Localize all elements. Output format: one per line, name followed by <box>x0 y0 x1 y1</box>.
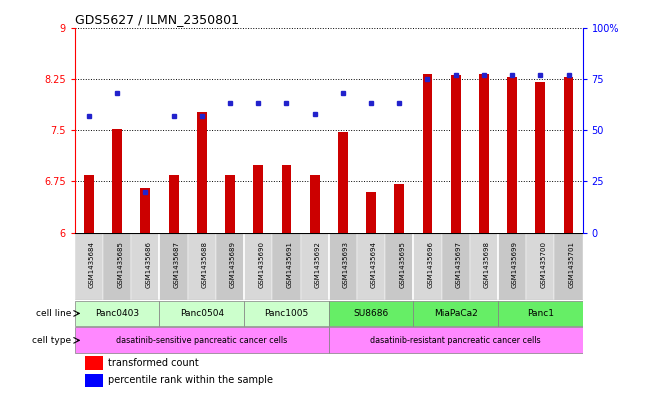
Text: transformed count: transformed count <box>108 358 199 368</box>
Bar <box>498 233 526 300</box>
Text: GSM1435689: GSM1435689 <box>230 241 236 288</box>
Bar <box>329 233 357 300</box>
Bar <box>555 233 583 300</box>
Text: GSM1435701: GSM1435701 <box>568 241 575 288</box>
Bar <box>84 174 94 233</box>
Text: GSM1435695: GSM1435695 <box>399 241 406 288</box>
Bar <box>244 301 329 326</box>
Text: MiaPaCa2: MiaPaCa2 <box>434 309 478 318</box>
Bar <box>385 233 413 300</box>
Bar <box>281 165 292 233</box>
Bar <box>535 82 546 233</box>
Bar <box>197 112 207 233</box>
Text: GSM1435696: GSM1435696 <box>428 241 434 288</box>
Text: GSM1435686: GSM1435686 <box>145 241 152 288</box>
Bar <box>450 75 461 233</box>
Text: Panc0504: Panc0504 <box>180 309 224 318</box>
Bar <box>329 327 583 353</box>
Text: Panc0403: Panc0403 <box>95 309 139 318</box>
Text: GSM1435688: GSM1435688 <box>202 241 208 288</box>
Bar <box>85 374 103 387</box>
Text: percentile rank within the sample: percentile rank within the sample <box>108 375 273 385</box>
Bar <box>413 301 498 326</box>
Bar <box>187 233 216 300</box>
Text: GSM1435685: GSM1435685 <box>117 241 123 288</box>
Bar <box>112 129 122 233</box>
Bar <box>413 233 441 300</box>
Bar <box>441 233 470 300</box>
Bar <box>75 327 329 353</box>
Bar <box>169 175 178 233</box>
Text: dasatinib-sensitive pancreatic cancer cells: dasatinib-sensitive pancreatic cancer ce… <box>116 336 288 345</box>
Bar <box>366 192 376 233</box>
Text: GSM1435697: GSM1435697 <box>456 241 462 288</box>
Bar <box>507 77 517 233</box>
Text: GSM1435693: GSM1435693 <box>343 241 349 288</box>
Text: SU8686: SU8686 <box>353 309 389 318</box>
Bar <box>75 233 103 300</box>
Text: GSM1435692: GSM1435692 <box>314 241 321 288</box>
Text: cell line: cell line <box>36 309 72 318</box>
Bar <box>564 77 574 233</box>
Bar <box>526 233 555 300</box>
Bar <box>85 356 103 370</box>
Text: GSM1435699: GSM1435699 <box>512 241 518 288</box>
Text: GSM1435690: GSM1435690 <box>258 241 264 288</box>
Bar <box>159 301 244 326</box>
Bar <box>103 233 132 300</box>
Text: GSM1435691: GSM1435691 <box>286 241 292 288</box>
Bar <box>498 301 583 326</box>
Bar <box>301 233 329 300</box>
Text: cell type: cell type <box>33 336 72 345</box>
Text: GDS5627 / ILMN_2350801: GDS5627 / ILMN_2350801 <box>75 13 239 26</box>
Bar <box>310 175 320 233</box>
Bar <box>272 233 301 300</box>
Bar <box>216 233 244 300</box>
Bar <box>244 233 272 300</box>
Text: dasatinib-resistant pancreatic cancer cells: dasatinib-resistant pancreatic cancer ce… <box>370 336 541 345</box>
Bar <box>470 233 498 300</box>
Text: GSM1435698: GSM1435698 <box>484 241 490 288</box>
Bar <box>141 188 150 233</box>
Text: GSM1435694: GSM1435694 <box>371 241 377 288</box>
Bar <box>329 301 413 326</box>
Text: GSM1435684: GSM1435684 <box>89 241 95 288</box>
Bar <box>422 74 432 233</box>
Bar <box>479 74 489 233</box>
Bar <box>75 301 159 326</box>
Text: GSM1435687: GSM1435687 <box>174 241 180 288</box>
Bar <box>357 233 385 300</box>
Bar <box>159 233 187 300</box>
Bar <box>253 165 263 233</box>
Bar <box>225 174 235 233</box>
Text: GSM1435700: GSM1435700 <box>540 241 546 288</box>
Bar <box>395 184 404 233</box>
Bar <box>132 233 159 300</box>
Text: Panc1: Panc1 <box>527 309 554 318</box>
Text: Panc1005: Panc1005 <box>264 309 309 318</box>
Bar <box>338 132 348 233</box>
